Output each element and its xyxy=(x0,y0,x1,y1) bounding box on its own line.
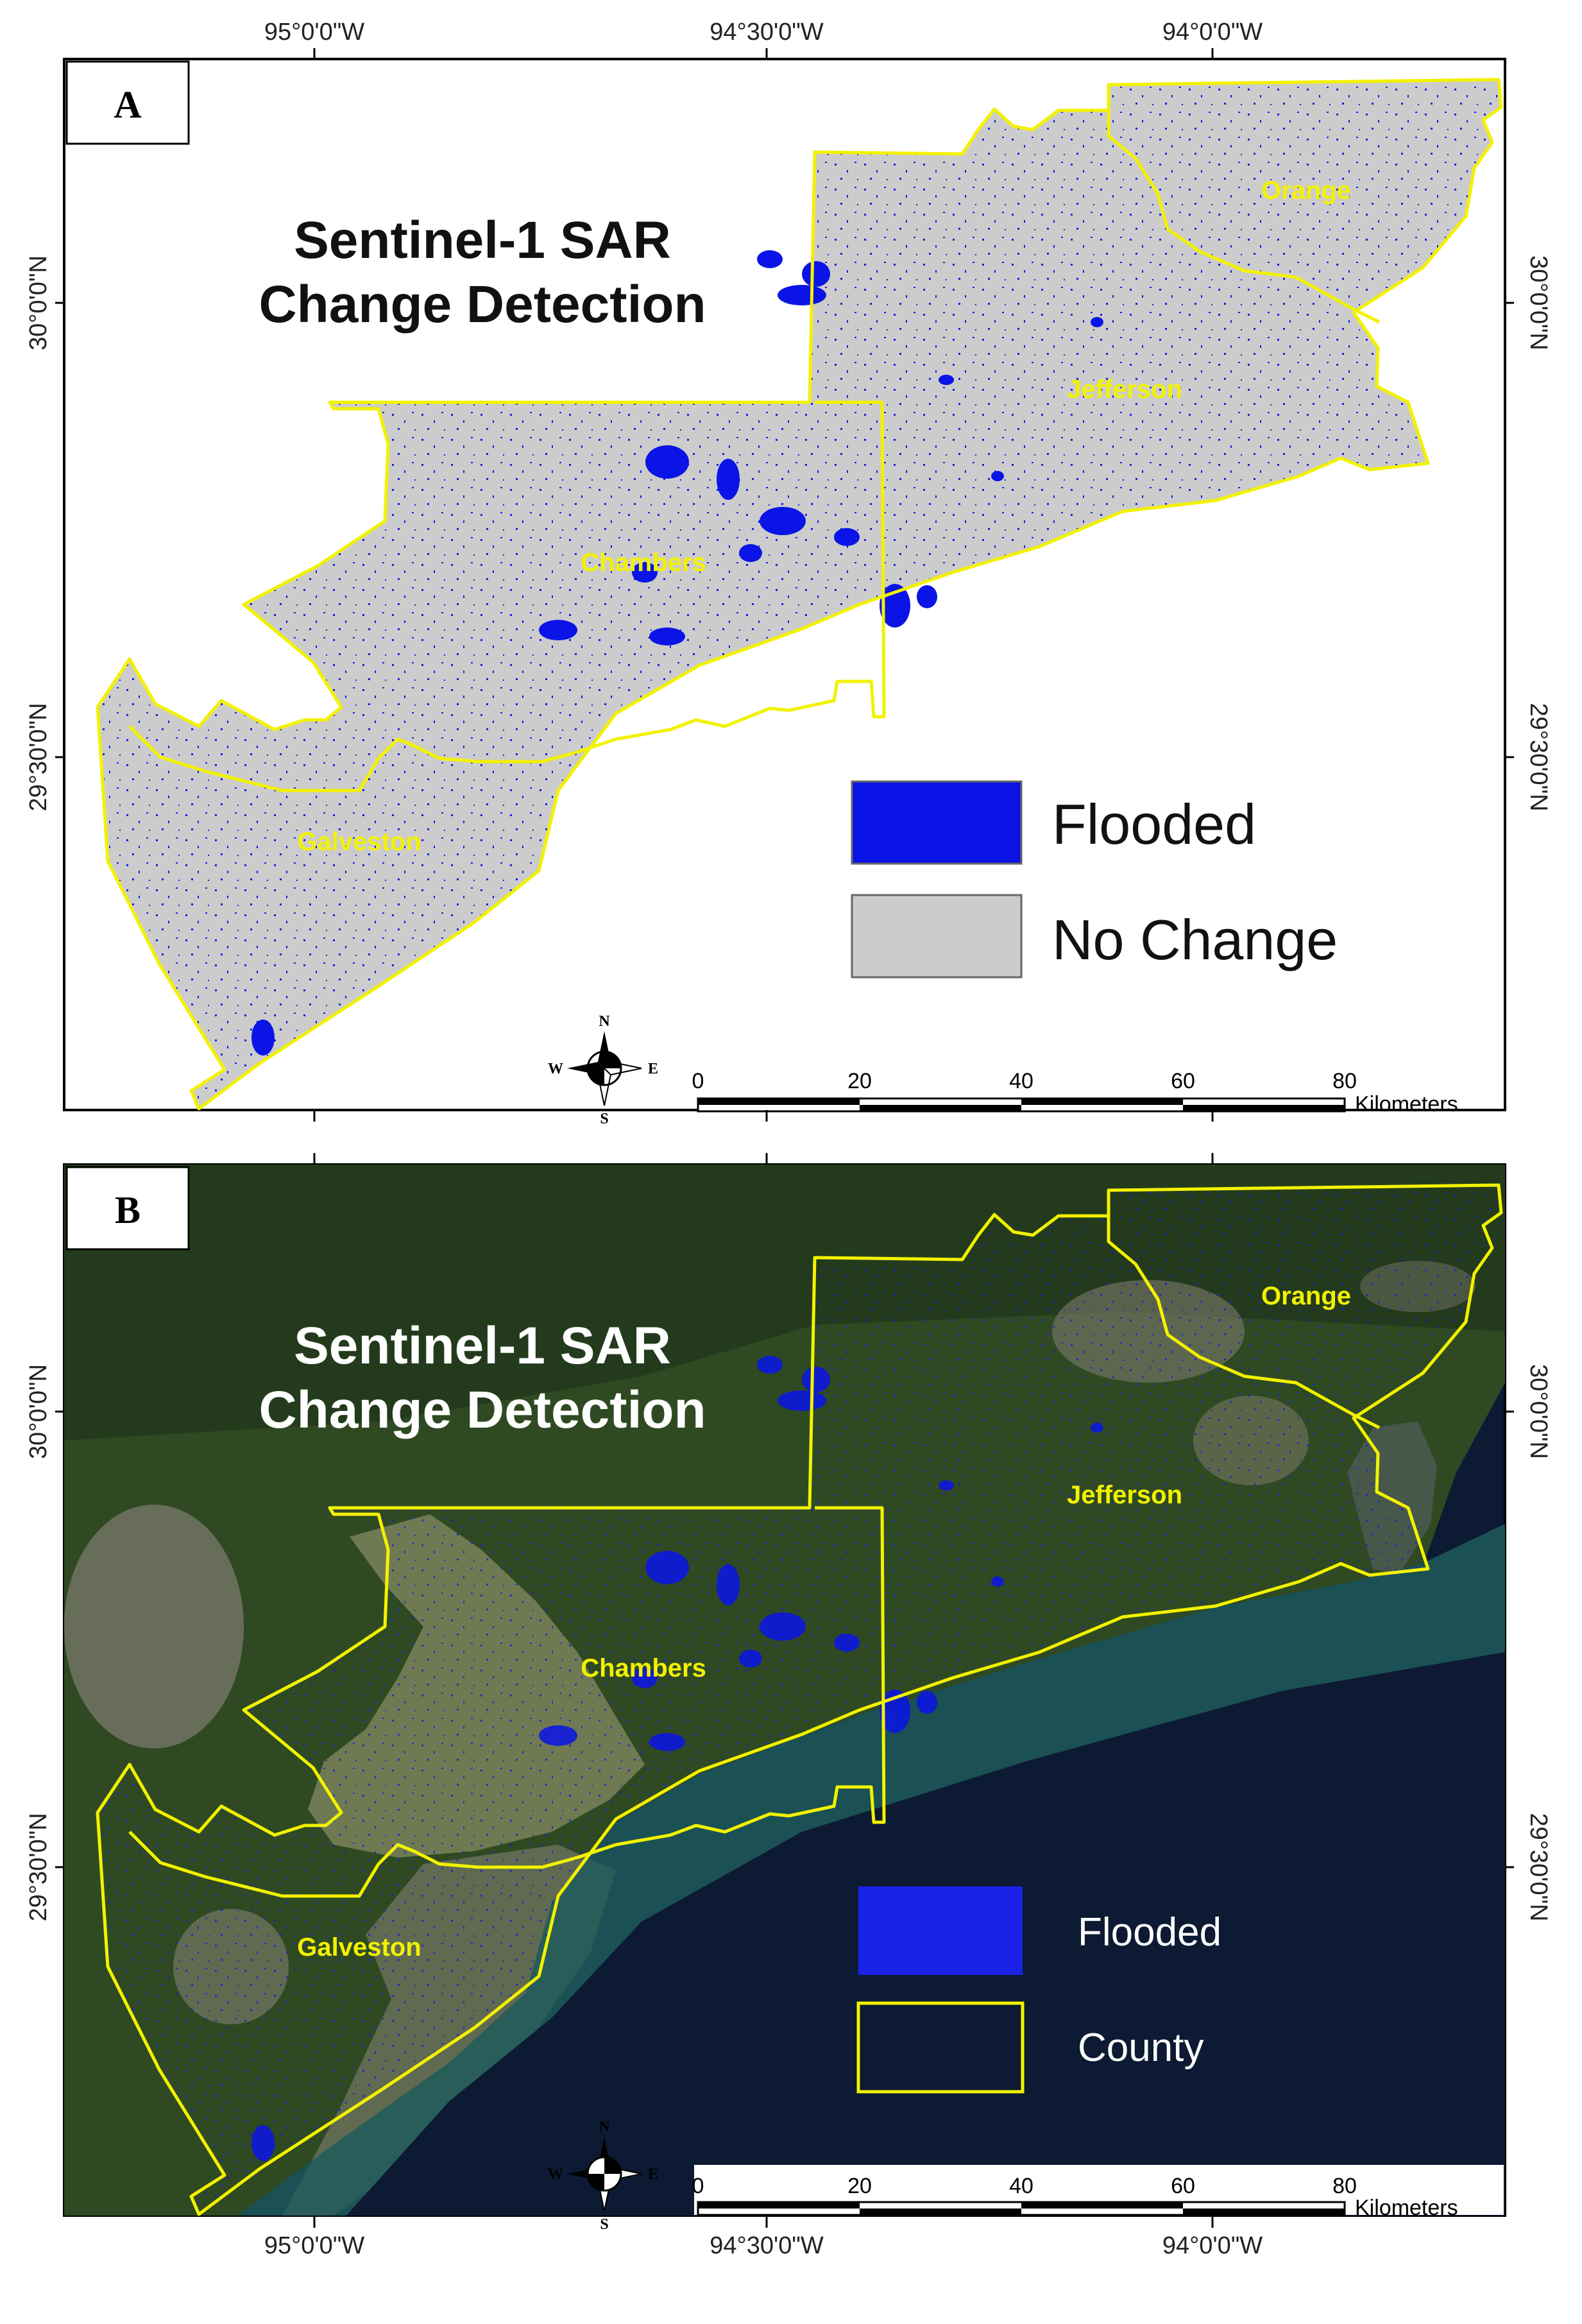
compass-n-b: N xyxy=(599,2119,610,2135)
scale-tick-80-b: 80 xyxy=(1332,2174,1357,2198)
panel-b-title-line2: Change Detection xyxy=(259,1381,706,1439)
county-label-galveston: Galveston xyxy=(297,828,421,856)
panel-b-label: B xyxy=(115,1189,140,1231)
a-lat-left-1: 30°0'0"N xyxy=(25,255,52,350)
county-label-orange-b: Orange xyxy=(1261,1282,1351,1310)
county-label-chambers-b: Chambers xyxy=(581,1654,706,1682)
b-lon-bottom-1: 95°0'0"W xyxy=(264,2232,364,2259)
compass-s: S xyxy=(600,1111,608,1127)
scale-unit-b: Kilometers xyxy=(1355,2196,1458,2220)
scale-tick-60: 60 xyxy=(1171,1069,1195,1093)
a-lat-left-2: 29°30'0"N xyxy=(25,703,52,811)
compass-e: E xyxy=(648,1061,658,1077)
panel-a-scale-bar: 0 20 40 60 80 Kilometers xyxy=(692,1059,1504,1116)
panel-b-scale-bar: 0 20 40 60 80 Kilometers xyxy=(692,2165,1504,2220)
b-lat-left-1: 30°0'0"N xyxy=(25,1364,52,1459)
panel-a: A Sentinel-1 SAR Change Detection Orange… xyxy=(63,58,1506,1127)
county-label-galveston-b: Galveston xyxy=(297,1933,421,1961)
legend-label-flooded-b: Flooded xyxy=(1078,1910,1221,1954)
scale-tick-0: 0 xyxy=(692,1069,704,1093)
compass-n: N xyxy=(599,1013,610,1030)
panel-a-label-box xyxy=(65,60,190,145)
b-lat-right-2: 29°30'0"N xyxy=(1525,1813,1552,1921)
compass-w: W xyxy=(548,1061,563,1077)
a-lon-top-2: 94°30'0"W xyxy=(710,19,824,46)
panel-b-title-line1: Sentinel-1 SAR xyxy=(294,1317,671,1375)
compass-s-b: S xyxy=(600,2216,608,2233)
a-lon-top-1: 95°0'0"W xyxy=(264,19,364,46)
legend-swatch-no-change xyxy=(851,894,1023,978)
a-lon-top-3: 94°0'0"W xyxy=(1162,19,1263,46)
compass-e-b: E xyxy=(648,2166,658,2183)
legend-label-flooded: Flooded xyxy=(1052,792,1256,856)
panel-b: B Sentinel-1 SAR Change Detection Orange… xyxy=(63,1163,1506,2233)
panel-a-compass: N S E W xyxy=(548,1013,658,1127)
county-label-chambers: Chambers xyxy=(581,549,706,577)
legend-label-county: County xyxy=(1078,2026,1204,2070)
panel-a-title-line1: Sentinel-1 SAR xyxy=(294,211,671,269)
scale-unit: Kilometers xyxy=(1355,1092,1458,1116)
panel-b-label-box xyxy=(65,1166,190,1251)
scale-tick-0-b: 0 xyxy=(692,2174,704,2198)
scale-tick-80: 80 xyxy=(1332,1069,1357,1093)
scale-tick-20: 20 xyxy=(847,1069,872,1093)
b-lat-left-2: 29°30'0"N xyxy=(25,1813,52,1921)
b-lon-bottom-2: 94°30'0"W xyxy=(710,2232,824,2259)
a-lat-right-1: 30°0'0"N xyxy=(1525,255,1552,350)
legend-swatch-county xyxy=(856,2001,1025,2094)
panel-a-legend: Flooded No Change xyxy=(851,780,1338,978)
panel-a-label: A xyxy=(114,83,141,126)
county-label-jefferson: Jefferson xyxy=(1067,375,1182,404)
legend-label-no-change: No Change xyxy=(1052,908,1338,971)
county-label-jefferson-b: Jefferson xyxy=(1067,1481,1182,1509)
b-lon-bottom-3: 94°0'0"W xyxy=(1162,2232,1263,2259)
b-lat-right-1: 30°0'0"N xyxy=(1525,1364,1552,1459)
scale-tick-20-b: 20 xyxy=(847,2174,872,2198)
a-lat-right-2: 29°30'0"N xyxy=(1525,703,1552,811)
legend-swatch-flooded xyxy=(851,780,1023,865)
legend-swatch-flooded-b xyxy=(858,1886,1023,1975)
scale-tick-40: 40 xyxy=(1009,1069,1033,1093)
county-label-orange: Orange xyxy=(1261,176,1351,205)
scale-tick-60-b: 60 xyxy=(1171,2174,1195,2198)
panel-b-legend: Flooded County xyxy=(856,1886,1221,2094)
scale-tick-40-b: 40 xyxy=(1009,2174,1033,2198)
panel-b-compass: N S E W xyxy=(548,2119,658,2233)
panel-b-map xyxy=(64,1165,1505,2216)
panel-a-title-line2: Change Detection xyxy=(259,275,706,334)
compass-w-b: W xyxy=(548,2166,563,2183)
